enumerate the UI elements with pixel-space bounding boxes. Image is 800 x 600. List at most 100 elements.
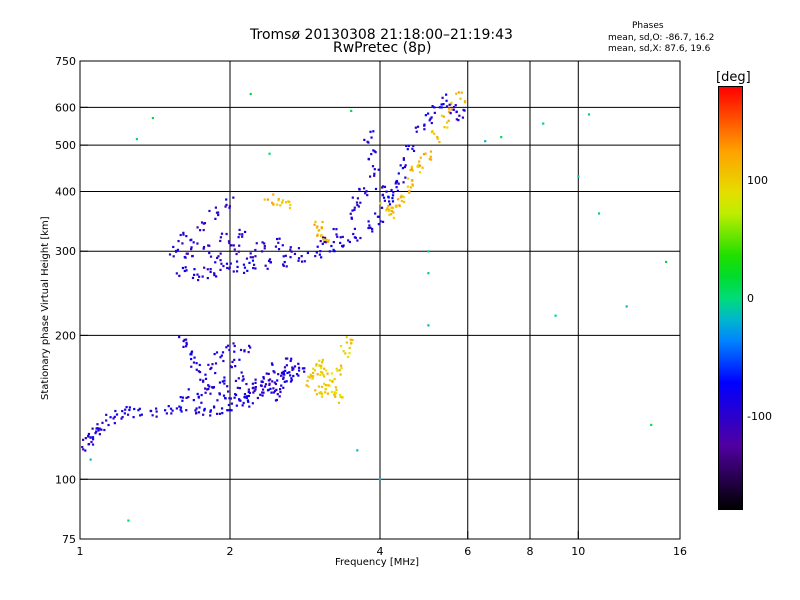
- echo-point: [249, 346, 252, 349]
- echo-point: [300, 260, 304, 263]
- echo-point: [267, 372, 270, 375]
- echo-point: [183, 338, 186, 341]
- echo-point: [320, 256, 323, 259]
- echo-point: [175, 407, 178, 410]
- echo-point: [197, 396, 200, 399]
- echo-point: [170, 412, 173, 415]
- echo-point: [427, 272, 430, 275]
- echo-point: [230, 366, 233, 369]
- echo-point: [272, 203, 275, 206]
- echo-point: [387, 209, 391, 213]
- echo-point: [349, 342, 353, 345]
- echo-point: [276, 203, 279, 206]
- echo-point: [241, 379, 244, 382]
- echo-point: [247, 350, 250, 354]
- echo-point: [400, 199, 404, 203]
- echo-point: [252, 263, 256, 266]
- echo-point: [115, 413, 119, 416]
- echo-point: [245, 395, 249, 398]
- echo-point: [251, 387, 254, 390]
- echo-point: [319, 392, 322, 395]
- echo-point: [339, 236, 342, 239]
- echo-point: [373, 174, 376, 177]
- echo-point: [235, 260, 239, 263]
- echo-point: [226, 390, 230, 393]
- echo-point: [182, 345, 185, 348]
- echo-point: [356, 197, 360, 200]
- echo-point: [200, 393, 203, 397]
- echo-point: [196, 392, 199, 396]
- echo-point: [109, 416, 112, 419]
- echo-point: [316, 234, 319, 237]
- echo-point: [151, 414, 154, 417]
- echo-point: [406, 148, 409, 151]
- echo-point: [232, 196, 235, 199]
- echo-point: [406, 185, 410, 188]
- echo-point: [402, 196, 405, 199]
- echo-point: [198, 406, 201, 409]
- echo-point: [457, 91, 460, 94]
- echo-point: [198, 229, 202, 232]
- echo-point: [84, 449, 87, 452]
- echo-point: [214, 261, 217, 264]
- echo-point: [249, 252, 252, 255]
- echo-point: [248, 391, 252, 395]
- echo-point: [182, 339, 185, 343]
- echo-point: [253, 389, 256, 393]
- echo-point: [281, 244, 284, 247]
- echo-point: [311, 376, 314, 379]
- echo-point: [254, 378, 257, 381]
- echo-point: [383, 199, 387, 202]
- echo-point: [359, 201, 362, 204]
- echo-point: [241, 375, 245, 378]
- echo-point: [219, 252, 222, 255]
- echo-point: [267, 379, 270, 382]
- x-tick-label: 10: [571, 545, 585, 558]
- echo-point: [230, 402, 234, 405]
- echo-point: [206, 276, 209, 280]
- echo-point: [265, 372, 268, 375]
- echo-point: [204, 373, 207, 376]
- echo-point: [284, 201, 288, 204]
- echo-point: [417, 165, 420, 168]
- echo-point: [381, 194, 384, 197]
- echo-point: [378, 215, 381, 218]
- echo-point: [212, 405, 216, 408]
- echo-point: [198, 370, 202, 374]
- echo-point: [176, 248, 180, 251]
- echo-point: [443, 126, 446, 129]
- echo-point: [313, 369, 317, 372]
- echo-point: [261, 394, 264, 397]
- echo-point: [171, 409, 174, 412]
- y-axis-label: Stationary phase Virtual Height [km]: [40, 216, 51, 400]
- echo-point: [403, 165, 406, 169]
- echo-point: [217, 255, 220, 258]
- echo-point: [353, 236, 356, 239]
- echo-point: [228, 205, 232, 208]
- echo-point: [225, 262, 229, 265]
- echo-point: [463, 109, 466, 112]
- echo-point: [382, 196, 386, 199]
- echo-point: [327, 239, 330, 242]
- echo-point: [277, 373, 280, 376]
- echo-point: [211, 363, 214, 366]
- echo-point: [243, 393, 247, 396]
- echo-point: [95, 427, 98, 430]
- echo-point: [203, 407, 206, 411]
- echo-point: [155, 415, 158, 418]
- echo-point: [178, 274, 181, 277]
- echo-point: [288, 206, 292, 210]
- echo-point: [167, 405, 170, 408]
- echo-point: [400, 194, 403, 197]
- echo-point: [320, 392, 324, 395]
- echo-point: [587, 113, 591, 116]
- echo-point: [225, 203, 228, 206]
- echo-point: [303, 260, 306, 263]
- echo-point: [215, 211, 219, 214]
- echo-point: [200, 401, 203, 404]
- echo-point: [429, 117, 432, 120]
- echo-point: [318, 364, 321, 367]
- echo-point: [209, 270, 212, 274]
- echo-point: [96, 423, 99, 426]
- echo-point: [179, 408, 182, 411]
